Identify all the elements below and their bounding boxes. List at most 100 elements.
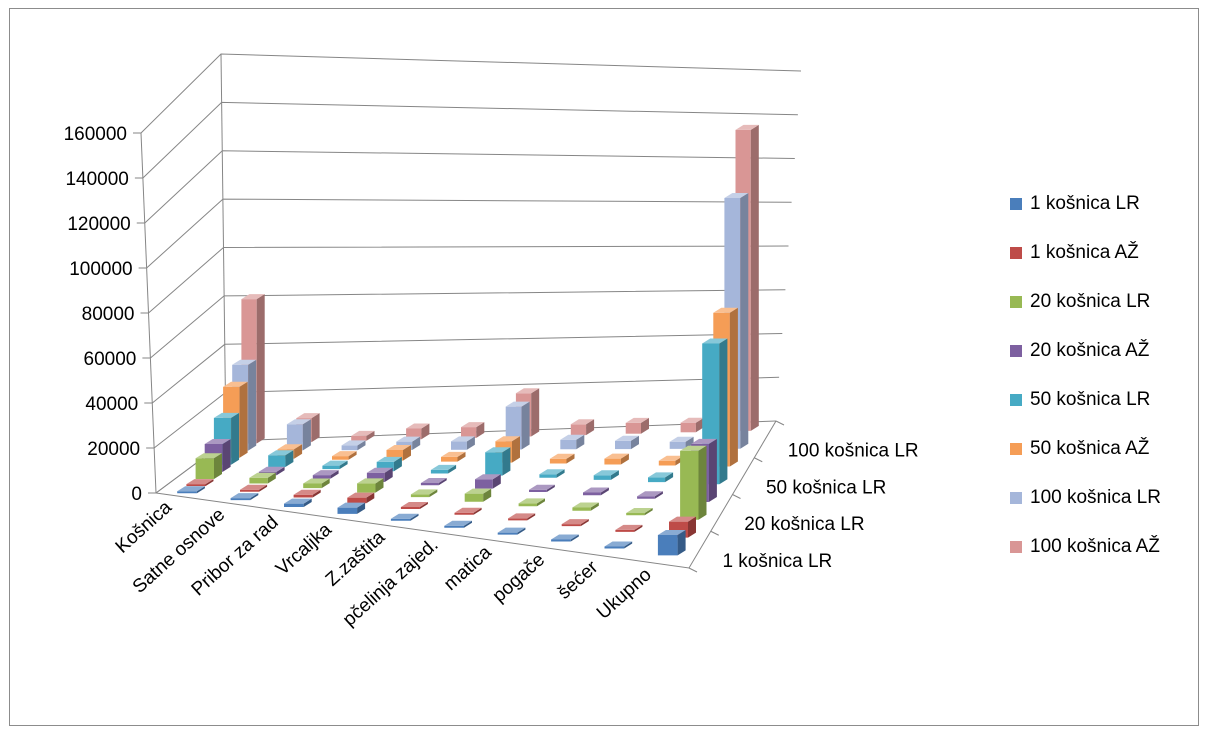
bar-side — [239, 381, 248, 458]
bar-top — [284, 498, 312, 504]
bar-1-košnica-AŽ-4 — [400, 502, 428, 509]
bar-side — [214, 453, 222, 479]
bar-top — [735, 124, 759, 130]
y-tick-label: 140000 — [65, 169, 128, 190]
bar-side — [610, 470, 619, 480]
bar-1-košnica-AŽ-5 — [454, 507, 482, 515]
legend-swatch — [1010, 247, 1022, 259]
y-tick-label: 160000 — [64, 124, 127, 145]
bar-1-košnica-LR-1 — [230, 493, 259, 501]
bar-top — [293, 489, 321, 495]
bar-top — [390, 513, 419, 519]
legend-swatch — [1010, 296, 1022, 308]
bar-front — [400, 507, 420, 509]
legend-swatch — [1010, 394, 1022, 406]
bar-front — [637, 496, 655, 499]
bar-top — [195, 453, 222, 459]
bar-front — [680, 422, 696, 433]
bar-front — [570, 424, 587, 436]
legend-item: 20 košnica LR — [1010, 287, 1150, 317]
bar-side — [303, 498, 312, 507]
gridline — [144, 150, 795, 224]
bar-front — [390, 518, 411, 521]
bar-side — [248, 359, 257, 451]
bar-side — [339, 460, 348, 470]
bar-top — [604, 541, 633, 547]
bar-side — [330, 470, 339, 479]
bar-front — [475, 479, 493, 489]
depth-label: 1 košnica LR — [722, 551, 832, 572]
bar-top — [495, 436, 520, 442]
bar-top — [669, 516, 696, 522]
bar-20-košnica-LR-6 — [518, 498, 545, 507]
wall-edge — [220, 53, 227, 442]
legend-label: 1 košnica LR — [1030, 193, 1140, 214]
bar-side — [719, 338, 728, 485]
bar-50-košnica-LR-2 — [322, 460, 348, 470]
bar-1-košnica-LR-9 — [657, 530, 686, 556]
bar-side — [357, 440, 366, 451]
depth-labels: 1 košnica LR 20 košnica LR 50 košnica LR 10… — [688, 420, 919, 573]
bar-100-košnica-LR-4 — [451, 436, 475, 450]
bar-front — [561, 524, 581, 527]
gridline — [146, 198, 792, 269]
legend-label: 1 košnica AŽ — [1030, 242, 1139, 263]
bar-top — [515, 388, 540, 394]
legend-label: 20 košnica LR — [1030, 291, 1151, 312]
bar-side — [512, 436, 520, 463]
bar-50-košnica-LR-6 — [539, 469, 565, 478]
bar-front — [351, 435, 367, 441]
legend-label: 100 košnica AŽ — [1030, 536, 1160, 557]
bar-side — [580, 519, 589, 527]
bar-top — [351, 430, 375, 436]
bar-1-košnica-LR-5 — [444, 520, 472, 528]
bar-side — [695, 417, 704, 433]
bar-side — [222, 439, 231, 472]
bar-top — [332, 451, 357, 457]
y-tick-label: 80000 — [82, 304, 135, 325]
bar-100-košnica-LR-7 — [615, 435, 639, 450]
bar-side — [620, 453, 629, 465]
bar-20-košnica-AŽ-1 — [258, 466, 285, 476]
bar-side — [448, 464, 457, 474]
bar-front — [332, 456, 349, 460]
bar-50-košnica-LR-4 — [430, 464, 457, 474]
bar-side — [276, 466, 285, 476]
bar-50-košnica-LR-1 — [268, 450, 294, 467]
bar-front — [518, 503, 537, 507]
bar-front — [615, 440, 631, 450]
gridline — [142, 101, 798, 179]
bar-side — [546, 484, 555, 492]
depth-label: 50 košnica LR — [766, 477, 886, 498]
bar-side — [384, 467, 393, 482]
bar-top — [406, 423, 430, 429]
bar-100-košnica-LR-2 — [341, 440, 366, 451]
legend-label: 20 košnica AŽ — [1030, 340, 1150, 361]
bar-100-košnica-LR-6 — [560, 434, 585, 450]
bar-side — [665, 472, 674, 483]
bar-top — [204, 439, 231, 444]
bar-top — [461, 422, 485, 428]
bar-front — [583, 492, 601, 496]
bar-top — [186, 479, 214, 485]
bar-front — [430, 469, 449, 474]
depth-tick — [775, 420, 785, 426]
bar-100-košnica-LR-8 — [669, 436, 694, 449]
bar-50-košnica-AŽ-7 — [604, 453, 629, 465]
bar-side — [321, 478, 330, 489]
bar-front — [186, 484, 206, 487]
bar-top — [296, 413, 320, 419]
bar-top — [625, 417, 649, 423]
bar-side — [586, 419, 595, 436]
category-label: Ukupno — [593, 564, 656, 623]
bar-1-košnica-LR-4 — [390, 513, 419, 521]
bar-20-košnica-AŽ-6 — [529, 484, 555, 492]
bar-side — [566, 453, 575, 464]
bar-100-košnica-AŽ-2 — [351, 430, 375, 441]
bar-front — [337, 507, 358, 514]
bar-1-košnica-LR-7 — [551, 534, 579, 542]
bar-top — [583, 487, 609, 493]
plot-area: 0 20000 40000 60000 80000 100000 120000 140000 1… — [64, 53, 919, 631]
bar-side — [631, 435, 639, 450]
bar-20-košnica-AŽ-4 — [420, 478, 447, 486]
